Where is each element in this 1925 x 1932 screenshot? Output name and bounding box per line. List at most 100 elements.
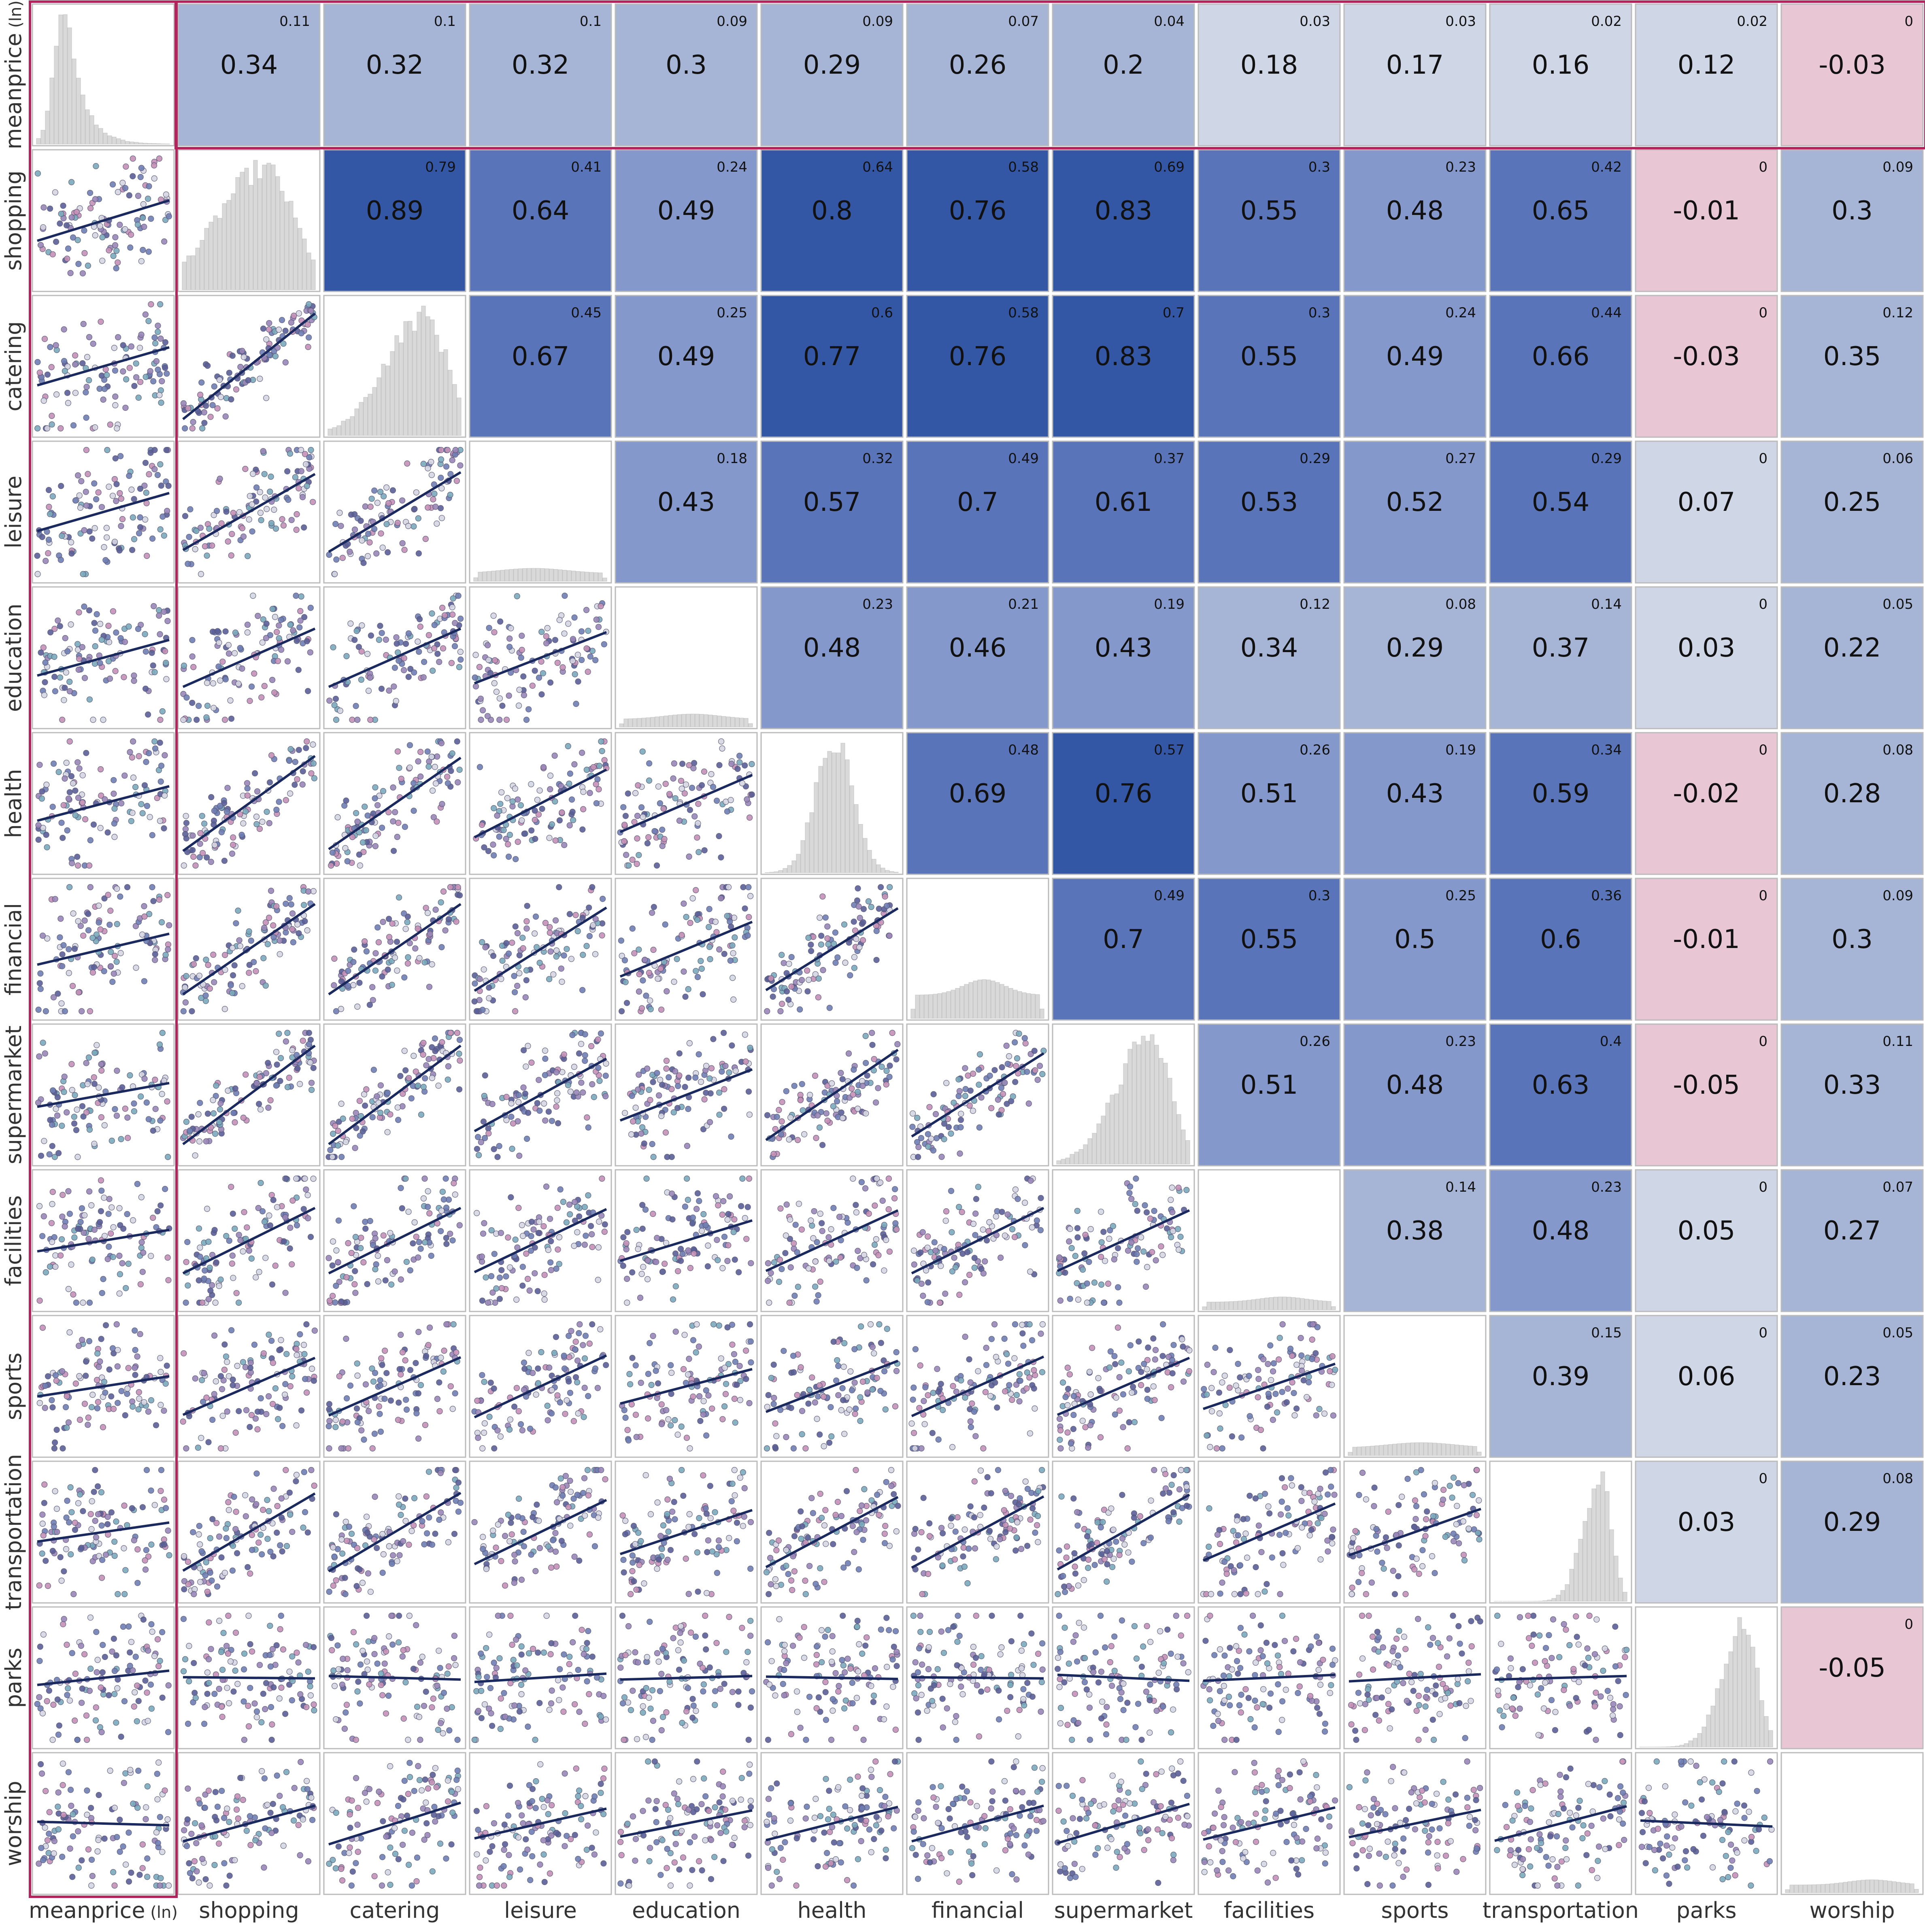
panel-education-shopping	[177, 586, 321, 729]
scatter-point	[372, 1370, 379, 1376]
correlation-tile	[1198, 149, 1341, 292]
histogram-bar	[924, 995, 929, 1019]
scatter-point	[999, 1064, 1005, 1071]
scatter-point	[236, 1299, 242, 1306]
histogram-bar	[1127, 1049, 1132, 1165]
scatter-point	[636, 852, 642, 859]
scatter-point	[163, 191, 170, 198]
correlation-tile	[906, 149, 1049, 292]
scatter-point	[282, 1214, 289, 1221]
scatter-point	[986, 1219, 993, 1226]
panel-supermarket-worship: 0.330.11	[1780, 1023, 1924, 1167]
scatter-point	[855, 1248, 861, 1254]
scatter-point	[378, 530, 384, 537]
panel-education-financial: 0.460.21	[906, 586, 1049, 729]
scatter-point	[532, 667, 538, 674]
scatter-point	[237, 1237, 244, 1243]
scatter-point	[640, 977, 646, 984]
scatter-point	[36, 1053, 43, 1060]
scatter-point	[36, 1203, 43, 1209]
scatter-point	[153, 358, 160, 365]
scatter-point	[276, 635, 282, 642]
scatter-point	[701, 768, 708, 775]
histogram-bar	[937, 993, 942, 1019]
scatter-point	[196, 1277, 202, 1284]
scatter-point	[197, 840, 203, 847]
scatter-point	[928, 1135, 934, 1142]
scatter-point	[1006, 1053, 1012, 1060]
scatter-point	[421, 659, 428, 665]
scatter-point	[505, 1234, 511, 1241]
scatter-point	[135, 1406, 142, 1413]
scatter-point	[684, 1143, 691, 1149]
scatter-point	[366, 539, 373, 546]
scatter-point	[379, 973, 385, 980]
scatter-point	[250, 471, 256, 477]
scatter-point	[663, 1058, 670, 1064]
scatter-point	[640, 1264, 647, 1270]
scatter-point	[198, 379, 205, 386]
histogram-bar	[257, 178, 262, 290]
scatter-point	[222, 628, 229, 635]
panel-facilities-financial	[906, 1169, 1049, 1312]
correlation-value: 0.52	[1386, 487, 1444, 517]
scatter-point	[292, 759, 298, 765]
correlation-tile	[1780, 440, 1924, 584]
scatter-point	[948, 1188, 955, 1194]
r-squared-value: 0.29	[1591, 451, 1622, 467]
panel-leisure-catering	[323, 440, 466, 584]
scatter-point	[776, 1107, 782, 1113]
scatter-point	[920, 1292, 926, 1299]
scatter-point	[455, 593, 462, 599]
scatter-point	[658, 1113, 665, 1119]
scatter-point	[498, 1267, 505, 1273]
scatter-point	[141, 978, 147, 984]
scatter-point	[333, 716, 340, 723]
scatter-point	[883, 1237, 889, 1243]
scatter-point	[574, 1229, 581, 1235]
scatter-point	[106, 1196, 113, 1202]
scatter-point	[832, 959, 839, 966]
scatter-point	[534, 1288, 541, 1294]
scatter-point	[124, 884, 131, 891]
scatter-point	[201, 409, 207, 416]
scatter-point	[1034, 1077, 1041, 1083]
r-squared-value: 0.23	[862, 596, 893, 612]
scatter-point	[287, 746, 294, 752]
scatter-point	[853, 1202, 859, 1208]
scatter-point	[554, 1097, 560, 1104]
scatter-point	[229, 1252, 236, 1259]
scatter-point	[66, 688, 73, 695]
scatter-point	[570, 817, 576, 823]
scatter-point	[72, 1092, 78, 1099]
histogram-bar	[518, 568, 523, 582]
scatter-point	[955, 1076, 962, 1083]
scatter-point	[224, 1359, 230, 1365]
scatter-point	[349, 1116, 355, 1122]
regression-line	[328, 471, 462, 553]
correlation-value: -0.01	[1673, 196, 1740, 226]
scatter-point	[298, 1407, 305, 1414]
scatter-point	[425, 1342, 432, 1348]
panel-leisure-transportation: 0.540.29	[1489, 440, 1632, 584]
scatter-point	[576, 1330, 582, 1337]
scatter-point	[1115, 1284, 1121, 1290]
scatter-point	[266, 1331, 272, 1338]
scatter-point	[90, 340, 96, 347]
scatter-point	[287, 790, 294, 797]
histogram-bar	[919, 995, 924, 1019]
scatter-point	[505, 950, 512, 957]
scatter-point	[59, 1368, 66, 1375]
panel-shopping-transportation: 0.650.42	[1489, 149, 1632, 292]
scatter-point	[635, 1086, 641, 1093]
scatter-point	[89, 1392, 96, 1398]
scatter-point	[730, 996, 737, 1003]
scatter-point	[47, 1263, 53, 1270]
scatter-point	[679, 932, 685, 938]
scatter-point	[281, 1391, 288, 1398]
scatter-point	[225, 650, 232, 657]
scatter-point	[449, 1406, 456, 1412]
scatter-point	[583, 943, 590, 949]
r-squared-value: 0	[1759, 742, 1768, 758]
scatter-point	[345, 1240, 351, 1246]
